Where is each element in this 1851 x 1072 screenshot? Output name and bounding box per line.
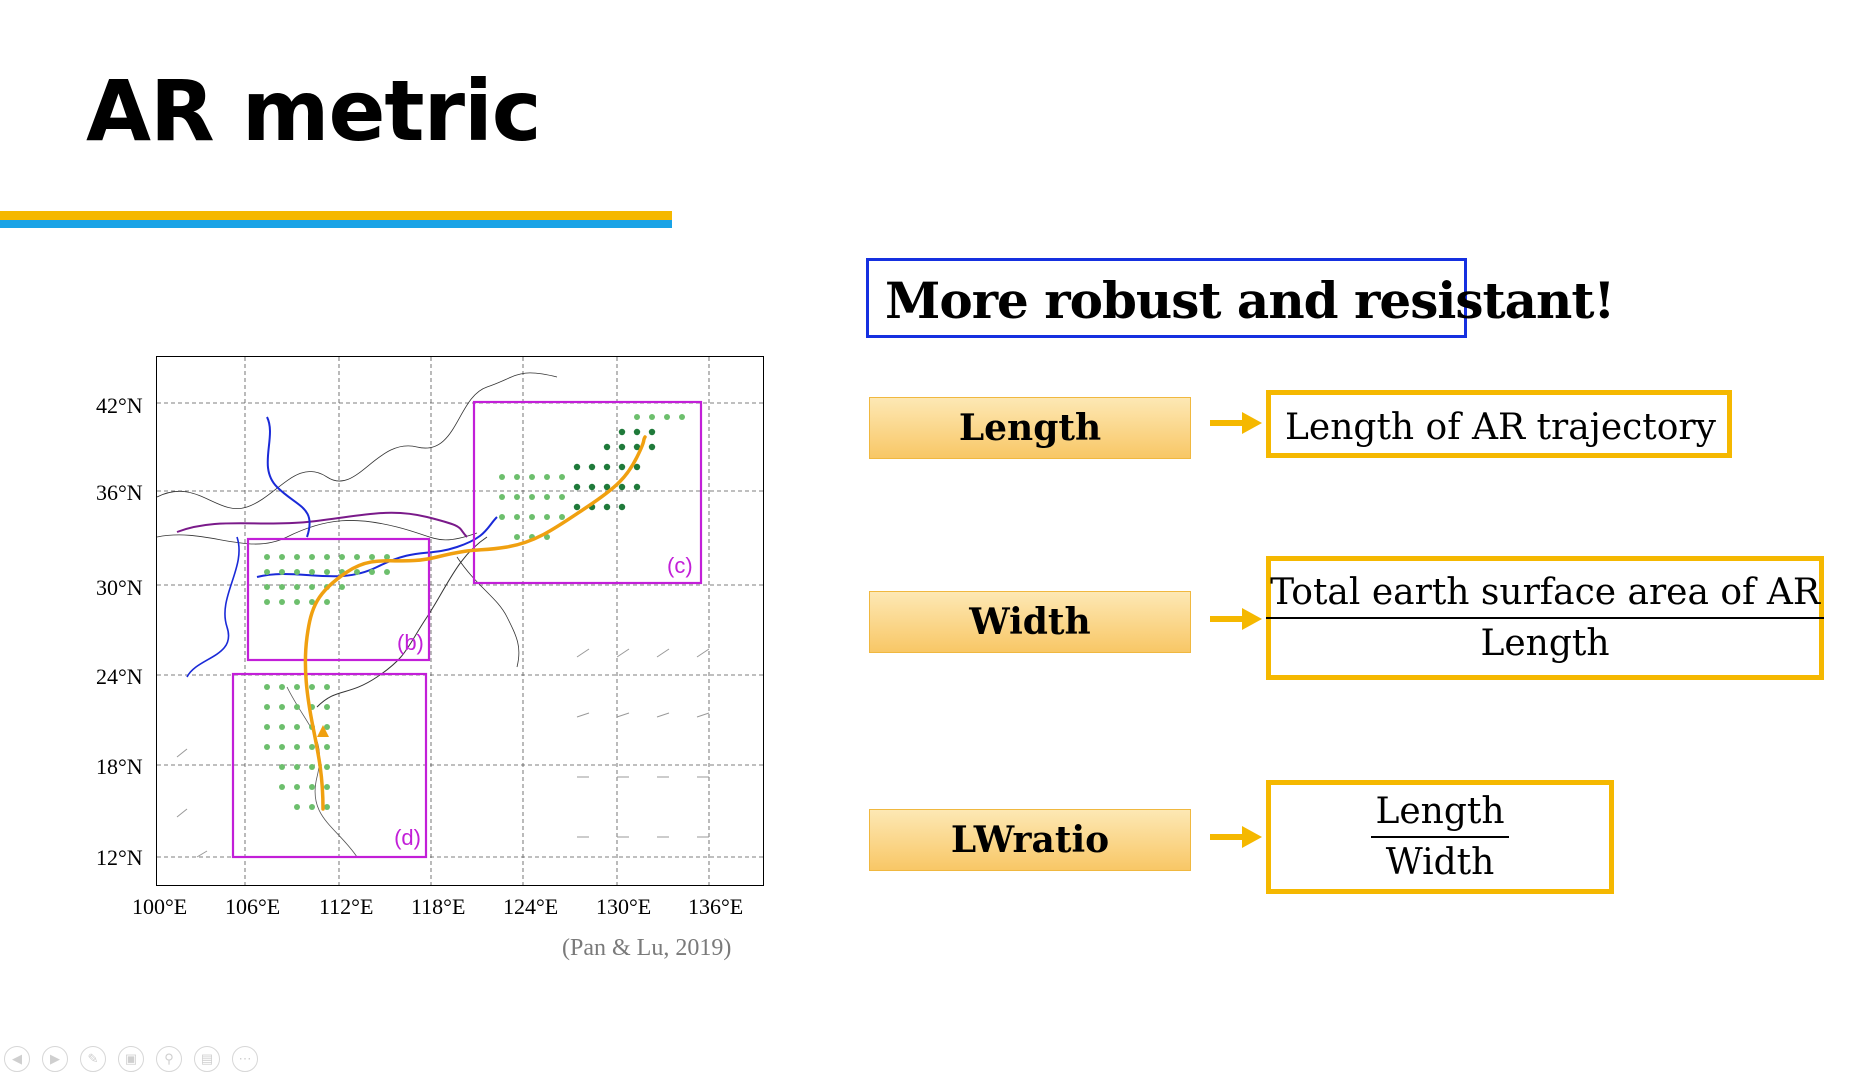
figure-citation: (Pan & Lu, 2019) [562, 935, 732, 961]
ar-trajectory [303, 435, 647, 811]
metric-width-label: Width [869, 591, 1191, 653]
region-box-d [231, 672, 428, 859]
presentation-toolbar: ◀ ▶ ✎ ▣ ⚲ ▤ ⋯ [4, 1046, 258, 1072]
region-box-c [472, 400, 703, 585]
lwratio-denominator: Width [1385, 842, 1495, 883]
map-plot-area: (c) (b) (d) [156, 356, 764, 886]
trajectory-arrowhead [317, 725, 329, 737]
region-label-b: (b) [397, 630, 424, 655]
y-label-36n: 36°N [96, 480, 143, 505]
x-label-124e: 124°E [503, 894, 559, 919]
arrow-right-icon [1210, 826, 1262, 848]
map-svg: (c) (b) (d) [156, 357, 763, 885]
more-icon[interactable]: ⋯ [232, 1046, 258, 1072]
y-label-12n: 12°N [96, 845, 143, 870]
x-label-100e: 100°E [132, 894, 188, 919]
zoom-icon[interactable]: ⚲ [156, 1046, 182, 1072]
map-boundaries [156, 372, 558, 858]
metric-lwratio-definition-box: Length Width [1266, 780, 1614, 894]
slides-icon[interactable]: ▣ [118, 1046, 144, 1072]
x-label-130e: 130°E [596, 894, 652, 919]
next-icon[interactable]: ▶ [42, 1046, 68, 1072]
title-underline-yellow [0, 211, 672, 220]
metric-lwratio-label: LWratio [869, 809, 1191, 871]
region-label-d: (d) [394, 825, 421, 850]
y-label-24n: 24°N [96, 664, 143, 689]
x-label-136e: 136°E [688, 894, 744, 919]
arrow-right-icon [1210, 608, 1262, 630]
lwratio-numerator: Length [1371, 791, 1509, 838]
ar-grid-points [264, 414, 685, 810]
wind-vectors [176, 648, 710, 858]
region-label-c: (c) [667, 553, 693, 578]
width-denominator: Length [1480, 623, 1610, 664]
y-label-42n: 42°N [96, 393, 143, 418]
pen-icon[interactable]: ✎ [80, 1046, 106, 1072]
width-fraction: Total earth surface area of AR Length [1266, 561, 1824, 675]
slide-title: AR metric [86, 62, 542, 160]
x-label-106e: 106°E [225, 894, 281, 919]
title-underline-blue [0, 220, 672, 228]
y-label-18n: 18°N [96, 754, 143, 779]
ar-map-figure: 42°N 36°N 30°N 24°N 18°N 12°N [70, 350, 800, 930]
x-label-118e: 118°E [411, 894, 466, 919]
x-label-112e: 112°E [319, 894, 374, 919]
ar-core-points [573, 428, 656, 511]
subtitles-icon[interactable]: ▤ [194, 1046, 220, 1072]
callout-text: More robust and resistant! [885, 271, 1615, 330]
arrow-right-icon [1210, 412, 1262, 434]
previous-icon[interactable]: ◀ [4, 1046, 30, 1072]
lwratio-fraction: Length Width [1271, 785, 1609, 889]
robust-callout-box: More robust and resistant! [866, 258, 1615, 338]
metric-width-definition-box: Total earth surface area of AR Length [1266, 556, 1824, 680]
metric-length-label: Length [869, 397, 1191, 459]
region-box-b [246, 537, 431, 662]
metric-length-definition: Length of AR trajectory [1285, 407, 1716, 448]
region-boxes [231, 400, 703, 859]
y-label-30n: 30°N [96, 575, 143, 600]
metric-length-definition-box: Length of AR trajectory [1266, 390, 1732, 458]
width-numerator: Total earth surface area of AR [1266, 572, 1824, 619]
